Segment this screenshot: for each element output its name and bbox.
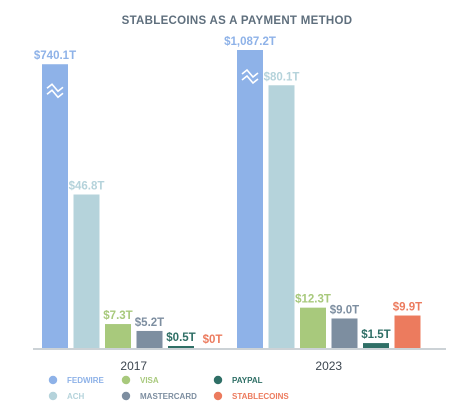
legend-label-visa: VISA — [140, 376, 159, 385]
bar-mastercard-2017 — [136, 330, 163, 348]
bar-fedwire-2017 — [42, 64, 68, 348]
value-label-fedwire-2023: $1,087.2T — [224, 36, 276, 48]
value-label-stablecoins-2023: $9.9T — [393, 302, 422, 314]
bar-fedwire-2023 — [237, 50, 263, 348]
legend-swatch-fedwire — [48, 375, 58, 385]
bar-mastercard-2023 — [331, 318, 358, 348]
bar-visa-2017 — [105, 324, 131, 348]
legend-swatch-visa — [121, 375, 131, 385]
value-label-ach-2017: $46.8T — [69, 180, 105, 192]
category-label-2017: 2017 — [120, 359, 147, 373]
category-label-2023: 2023 — [315, 359, 342, 373]
bar-ach-2017 — [73, 194, 100, 348]
bar-visa-2023 — [300, 307, 326, 348]
value-label-stablecoins-2017: $0T — [203, 334, 223, 346]
axis-break-mark — [46, 83, 64, 93]
axis-break-mark — [241, 74, 259, 85]
chart-title: STABLECOINS AS A PAYMENT METHOD — [122, 15, 353, 27]
legend-swatch-ach — [48, 391, 58, 401]
value-label-ach-2023: $80.1T — [264, 71, 300, 83]
legend-label-stablecoins: STABLECOINS — [232, 392, 289, 401]
bar-ach-2023 — [268, 85, 295, 348]
axis-break-mark — [46, 89, 64, 99]
value-label-fedwire-2017: $740.1T — [34, 50, 76, 62]
legend-label-paypal: PAYPAL — [232, 376, 263, 385]
category-labels: 2017 2023 — [120, 359, 342, 373]
value-label-paypal-2023: $1.5T — [361, 329, 390, 341]
legend-swatch-stablecoins — [213, 391, 223, 401]
value-label-mastercard-2017: $5.2T — [135, 317, 164, 329]
value-label-paypal-2017: $0.5T — [166, 332, 195, 344]
value-label-visa-2017: $7.3T — [103, 310, 132, 322]
legend-swatch-mastercard — [121, 391, 131, 401]
value-label-mastercard-2023: $9.0T — [330, 304, 359, 316]
bar-paypal-2023 — [363, 343, 389, 348]
bar-stablecoins-2023 — [394, 315, 421, 348]
bar-paypal-2017 — [168, 346, 194, 348]
legend-label-ach: ACH — [67, 392, 85, 401]
legend-label-mastercard: MASTERCARD — [140, 392, 197, 401]
legend: FEDWIRE ACH VISA MASTERCARD PAYPAL STABLECOIN… — [48, 375, 289, 401]
legend-label-fedwire: FEDWIRE — [67, 376, 105, 385]
value-label-visa-2023: $12.3T — [295, 294, 331, 306]
axis-break-mark — [241, 68, 259, 79]
legend-swatch-paypal — [213, 375, 223, 385]
bars-group: $740.1T $46.8T $7.3T$5.2T$0.5T $0T $1,087.2T… — [34, 36, 422, 348]
